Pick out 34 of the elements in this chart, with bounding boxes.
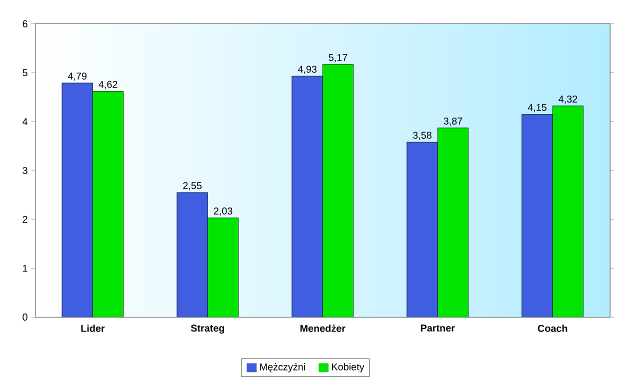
bar — [176, 192, 208, 318]
legend-label: Kobiety — [332, 363, 364, 373]
data-label: 4,93 — [298, 66, 317, 74]
y-tick-label: 5 — [22, 69, 28, 76]
data-label: 3,58 — [413, 132, 432, 140]
bar — [437, 128, 469, 318]
y-tick-label: 0 — [22, 314, 28, 321]
data-label: 5,17 — [328, 54, 348, 62]
data-label: 4,62 — [98, 81, 118, 90]
data-label: 3,87 — [444, 118, 462, 126]
bar — [322, 64, 354, 318]
data-label: 4,79 — [68, 72, 87, 81]
data-label: 2,03 — [214, 208, 232, 216]
y-tick-label: 1 — [23, 265, 28, 272]
x-tick-label: Strateg — [190, 324, 224, 334]
y-tick-label: 4 — [22, 118, 28, 126]
bar — [92, 91, 124, 318]
legend-label: Mężczyźni — [260, 363, 305, 373]
bar — [207, 218, 239, 318]
data-label: 4,15 — [528, 104, 546, 112]
bar — [406, 142, 438, 318]
y-tick-label: 6 — [22, 20, 28, 28]
y-tick-label: 3 — [22, 167, 28, 174]
x-tick-label: Coach — [538, 324, 568, 332]
x-tick-label: Menedżer — [300, 324, 346, 332]
data-label: 4,32 — [558, 96, 578, 104]
bar — [62, 82, 93, 318]
data-label: 2,55 — [183, 182, 202, 191]
y-tick-label: 2 — [22, 216, 28, 224]
bar — [522, 114, 553, 318]
x-tick-label: Partner — [420, 324, 455, 332]
bar — [552, 106, 584, 318]
bar — [292, 76, 323, 318]
x-tick-label: Lider — [81, 324, 105, 332]
